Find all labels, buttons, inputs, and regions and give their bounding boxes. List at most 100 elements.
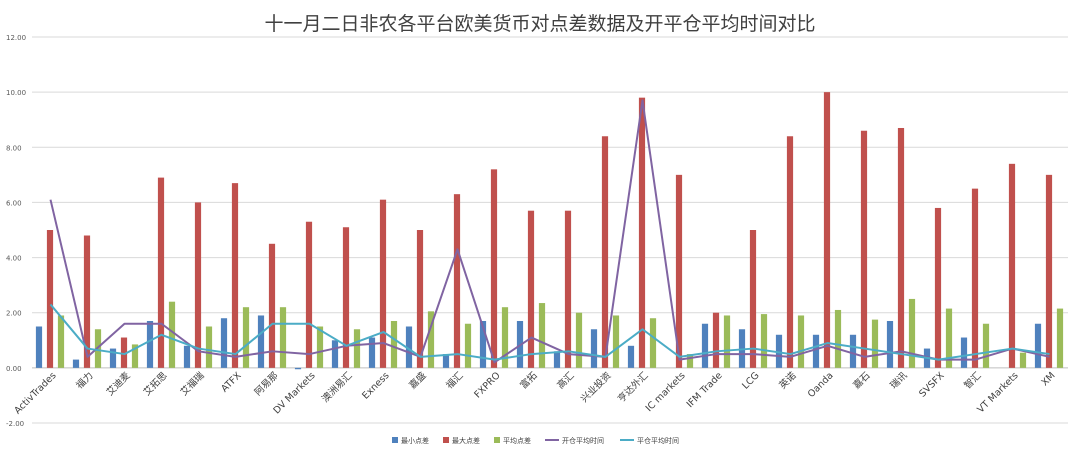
y-tick-label: 2.00	[6, 310, 22, 318]
bar-最小点差	[553, 351, 561, 368]
bar-最大点差	[490, 169, 498, 368]
bar-最小点差	[257, 315, 265, 368]
line-平仓平均时间	[49, 303, 1050, 361]
bar-平均点差	[834, 309, 842, 368]
bar-最小点差	[405, 326, 413, 368]
bar-最小点差	[368, 337, 376, 368]
bar-最大点差	[638, 97, 646, 368]
bar-最小点差	[72, 359, 80, 368]
bar-最小点差	[627, 345, 635, 368]
y-tick-label: 6.00	[6, 199, 22, 207]
legend-swatch	[392, 437, 398, 443]
bar-最大点差	[897, 127, 905, 368]
bar-最小点差	[35, 326, 43, 368]
bar-平均点差	[649, 318, 657, 368]
bar-最小点差	[109, 348, 117, 368]
bar-平均点差	[242, 307, 250, 368]
bar-最大点差	[712, 312, 720, 368]
bar-最小点差	[849, 334, 857, 368]
bar-最小点差	[442, 354, 450, 368]
gridlines	[32, 36, 1068, 424]
bar-最大点差	[268, 243, 276, 368]
bar-平均点差	[686, 354, 694, 368]
bar-最大点差	[453, 194, 461, 368]
legend-swatch	[494, 437, 500, 443]
bar-平均点差	[205, 326, 213, 368]
bar-最大点差	[823, 92, 831, 368]
legend: 最小点差 最大点差 平均点差 开仓平均时间 平仓平均时间	[392, 436, 679, 445]
bar-平均点差	[1056, 308, 1064, 368]
bar-最大点差	[157, 177, 165, 368]
bar-最大点差	[786, 136, 794, 368]
legend-label: 平仓平均时间	[637, 436, 679, 445]
bar-最大点差	[934, 207, 942, 368]
bar-最小点差	[183, 345, 191, 368]
bar-平均点差	[760, 314, 768, 368]
bar-最小点差	[960, 337, 968, 368]
bar-最大点差	[564, 210, 572, 368]
legend-label: 最小点差	[401, 436, 429, 445]
legend-swatch	[443, 437, 449, 443]
bar-最大点差	[379, 199, 387, 368]
bar-平均点差	[464, 323, 472, 368]
bar-最小点差	[1034, 323, 1042, 368]
bar-平均点差	[131, 344, 139, 368]
bar-平均点差	[427, 311, 435, 368]
bar-最小点差	[775, 334, 783, 368]
legend-label: 开仓平均时间	[562, 436, 604, 445]
bar-平均点差	[945, 308, 953, 368]
y-tick-label: -2.00	[6, 420, 24, 428]
bar-最小点差	[220, 318, 228, 368]
bar-平均点差	[1019, 352, 1027, 368]
y-tick-label: 12.00	[6, 34, 26, 42]
bar-平均点差	[982, 323, 990, 368]
bar-最大点差	[1045, 174, 1053, 368]
line-开仓平均时间	[49, 99, 1050, 364]
bar-最大点差	[194, 202, 202, 368]
bar-最大点差	[971, 188, 979, 368]
chart-title: 十一月二日非农各平台欧美货币对点差数据及开平仓平均时间对比	[264, 13, 815, 35]
bar-最大点差	[416, 230, 424, 368]
bar-平均点差	[168, 301, 176, 368]
y-tick-label: 4.00	[6, 255, 22, 263]
bar-最大点差	[860, 130, 868, 368]
bar-平均点差	[723, 315, 731, 368]
bar-最小点差	[479, 320, 487, 368]
bar-最小点差	[294, 367, 302, 370]
bar-最大点差	[675, 174, 683, 368]
line-series	[49, 99, 1050, 364]
bar-最小点差	[812, 334, 820, 368]
bar-最大点差	[305, 221, 313, 368]
bar-最大点差	[749, 230, 757, 368]
legend-label: 最大点差	[452, 436, 480, 445]
y-tick-label: 8.00	[6, 144, 22, 152]
y-axis: -2.00 0.00 2.00 4.00 6.00 8.00 10.00 12.00	[6, 34, 26, 428]
bar-平均点差	[797, 315, 805, 368]
bar-最小点差	[701, 323, 709, 368]
bar-平均点差	[57, 315, 65, 368]
bar-最小点差	[590, 329, 598, 368]
bar-最小点差	[886, 320, 894, 368]
bar-最小点差	[146, 320, 154, 368]
legend-label: 平均点差	[503, 436, 531, 445]
bar-最大点差	[46, 230, 54, 368]
bar-series	[35, 92, 1064, 370]
bar-最大点差	[120, 337, 128, 368]
bar-最大点差	[83, 235, 91, 368]
bar-最大点差	[1008, 163, 1016, 368]
bar-平均点差	[871, 319, 879, 368]
bar-平均点差	[501, 307, 509, 368]
bar-平均点差	[575, 312, 583, 368]
bar-最大点差	[231, 183, 239, 368]
bar-平均点差	[390, 320, 398, 368]
bar-平均点差	[279, 307, 287, 368]
y-tick-label: 10.00	[6, 89, 26, 97]
bar-平均点差	[908, 298, 916, 368]
bar-最大点差	[342, 227, 350, 368]
y-tick-label: 0.00	[6, 365, 22, 373]
bar-最大点差	[601, 136, 609, 368]
bar-最小点差	[331, 340, 339, 368]
bar-平均点差	[353, 329, 361, 368]
